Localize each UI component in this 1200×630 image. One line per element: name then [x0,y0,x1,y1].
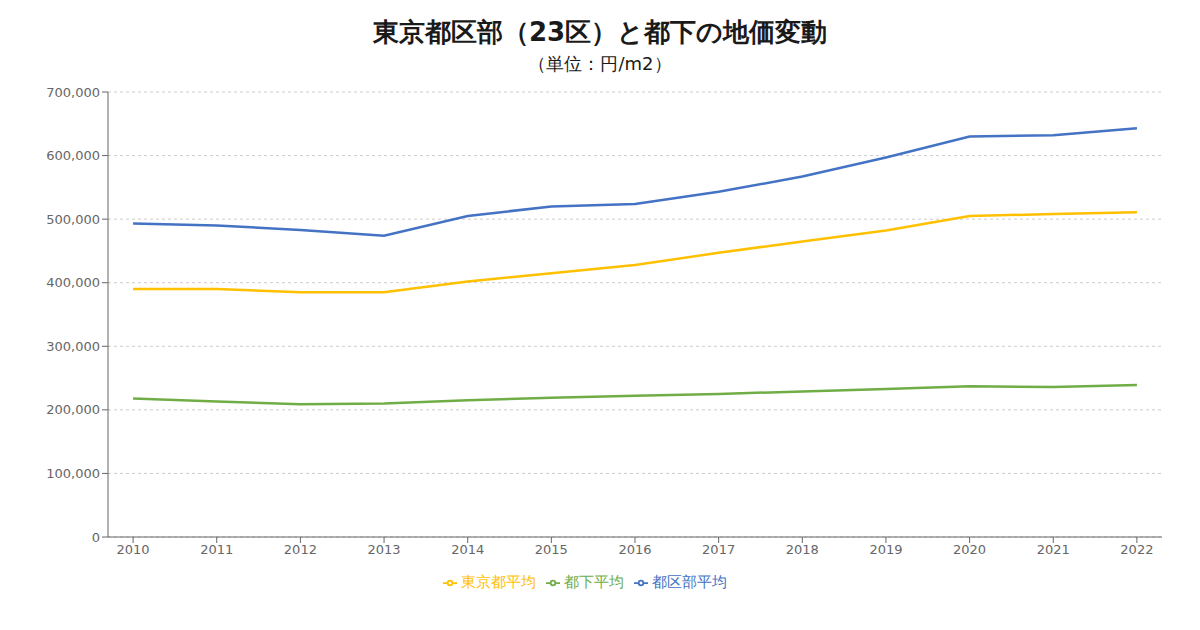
svg-text:2013: 2013 [368,542,401,557]
svg-text:2017: 2017 [702,542,735,557]
svg-text:2019: 2019 [869,542,902,557]
html-text:（単位：円/m2）: （単位：円/m2） [528,53,672,74]
svg-text:2011: 2011 [200,542,233,557]
svg-text:500,000: 500,000 [46,212,100,227]
svg-text:700,000: 700,000 [46,85,100,100]
svg-text:300,000: 300,000 [46,339,100,354]
html-text:都下平均: 都下平均 [564,573,624,591]
svg-text:2012: 2012 [284,542,317,557]
svg-text:2010: 2010 [117,542,150,557]
svg-text:600,000: 600,000 [46,148,100,163]
svg-text:400,000: 400,000 [46,275,100,290]
svg-text:2014: 2014 [451,542,484,557]
html-text:東京都区部（23区）と都下の地価変動: 東京都区部（23区）と都下の地価変動 [372,17,828,47]
svg-text:200,000: 200,000 [46,402,100,417]
svg-text:2022: 2022 [1120,542,1153,557]
svg-text:2020: 2020 [953,542,986,557]
svg-text:100,000: 100,000 [46,466,100,481]
svg-text:0: 0 [92,530,100,545]
svg-text:2018: 2018 [786,542,819,557]
svg-text:2015: 2015 [535,542,568,557]
svg-text:2016: 2016 [618,542,651,557]
svg-text:2021: 2021 [1037,542,1070,557]
html-text:都区部平均: 都区部平均 [652,573,727,591]
html-text:東京都平均: 東京都平均 [461,573,536,591]
